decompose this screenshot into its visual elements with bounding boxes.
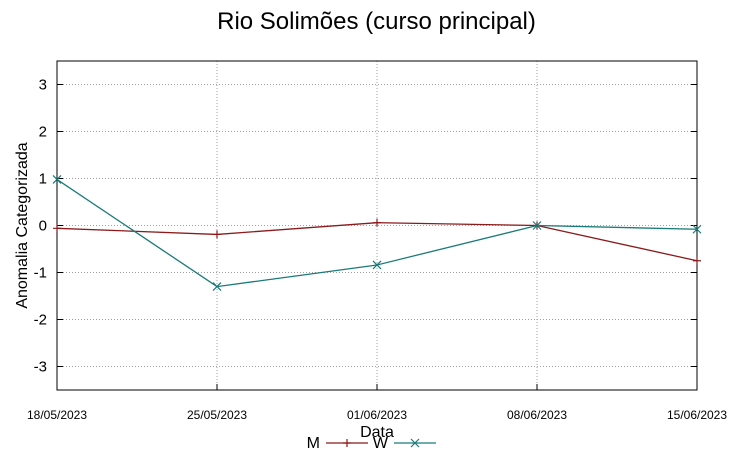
y-axis-label: Anomalia Categorizada xyxy=(14,142,31,308)
y-tick-label: -3 xyxy=(34,359,47,376)
series-m-point xyxy=(373,218,381,227)
x-tick-label: 08/06/2023 xyxy=(507,408,567,422)
series-m-point xyxy=(213,230,221,239)
y-tick-label: -1 xyxy=(34,265,47,282)
x-tick-label: 25/05/2023 xyxy=(187,408,247,422)
legend-label-w: W xyxy=(373,435,389,452)
series-w-point xyxy=(372,260,382,270)
legend-marker-m xyxy=(343,439,351,447)
x-tick-label: 01/06/2023 xyxy=(347,408,407,422)
series-w-line xyxy=(56,178,698,288)
series-w-point xyxy=(692,224,702,234)
series-w-point xyxy=(532,221,542,230)
legend-label-m: M xyxy=(307,435,320,452)
x-tick-label: 15/06/2023 xyxy=(667,408,727,422)
y-tick-label: 0 xyxy=(39,218,47,235)
series-m-point xyxy=(53,224,61,233)
series-m-point xyxy=(693,256,701,265)
series-w-point xyxy=(212,282,222,292)
chart-title: Rio Solimões (curso principal) xyxy=(217,8,536,35)
y-tick-label: 2 xyxy=(39,124,47,141)
y-tick-label: 1 xyxy=(39,171,47,188)
x-axis-label: Data xyxy=(360,424,394,441)
series-w-point xyxy=(52,175,62,184)
legend-marker-w xyxy=(410,438,420,448)
y-tick-label: 3 xyxy=(39,77,47,94)
y-tick-label: -2 xyxy=(34,312,47,329)
x-tick-label: 18/05/2023 xyxy=(27,408,87,422)
